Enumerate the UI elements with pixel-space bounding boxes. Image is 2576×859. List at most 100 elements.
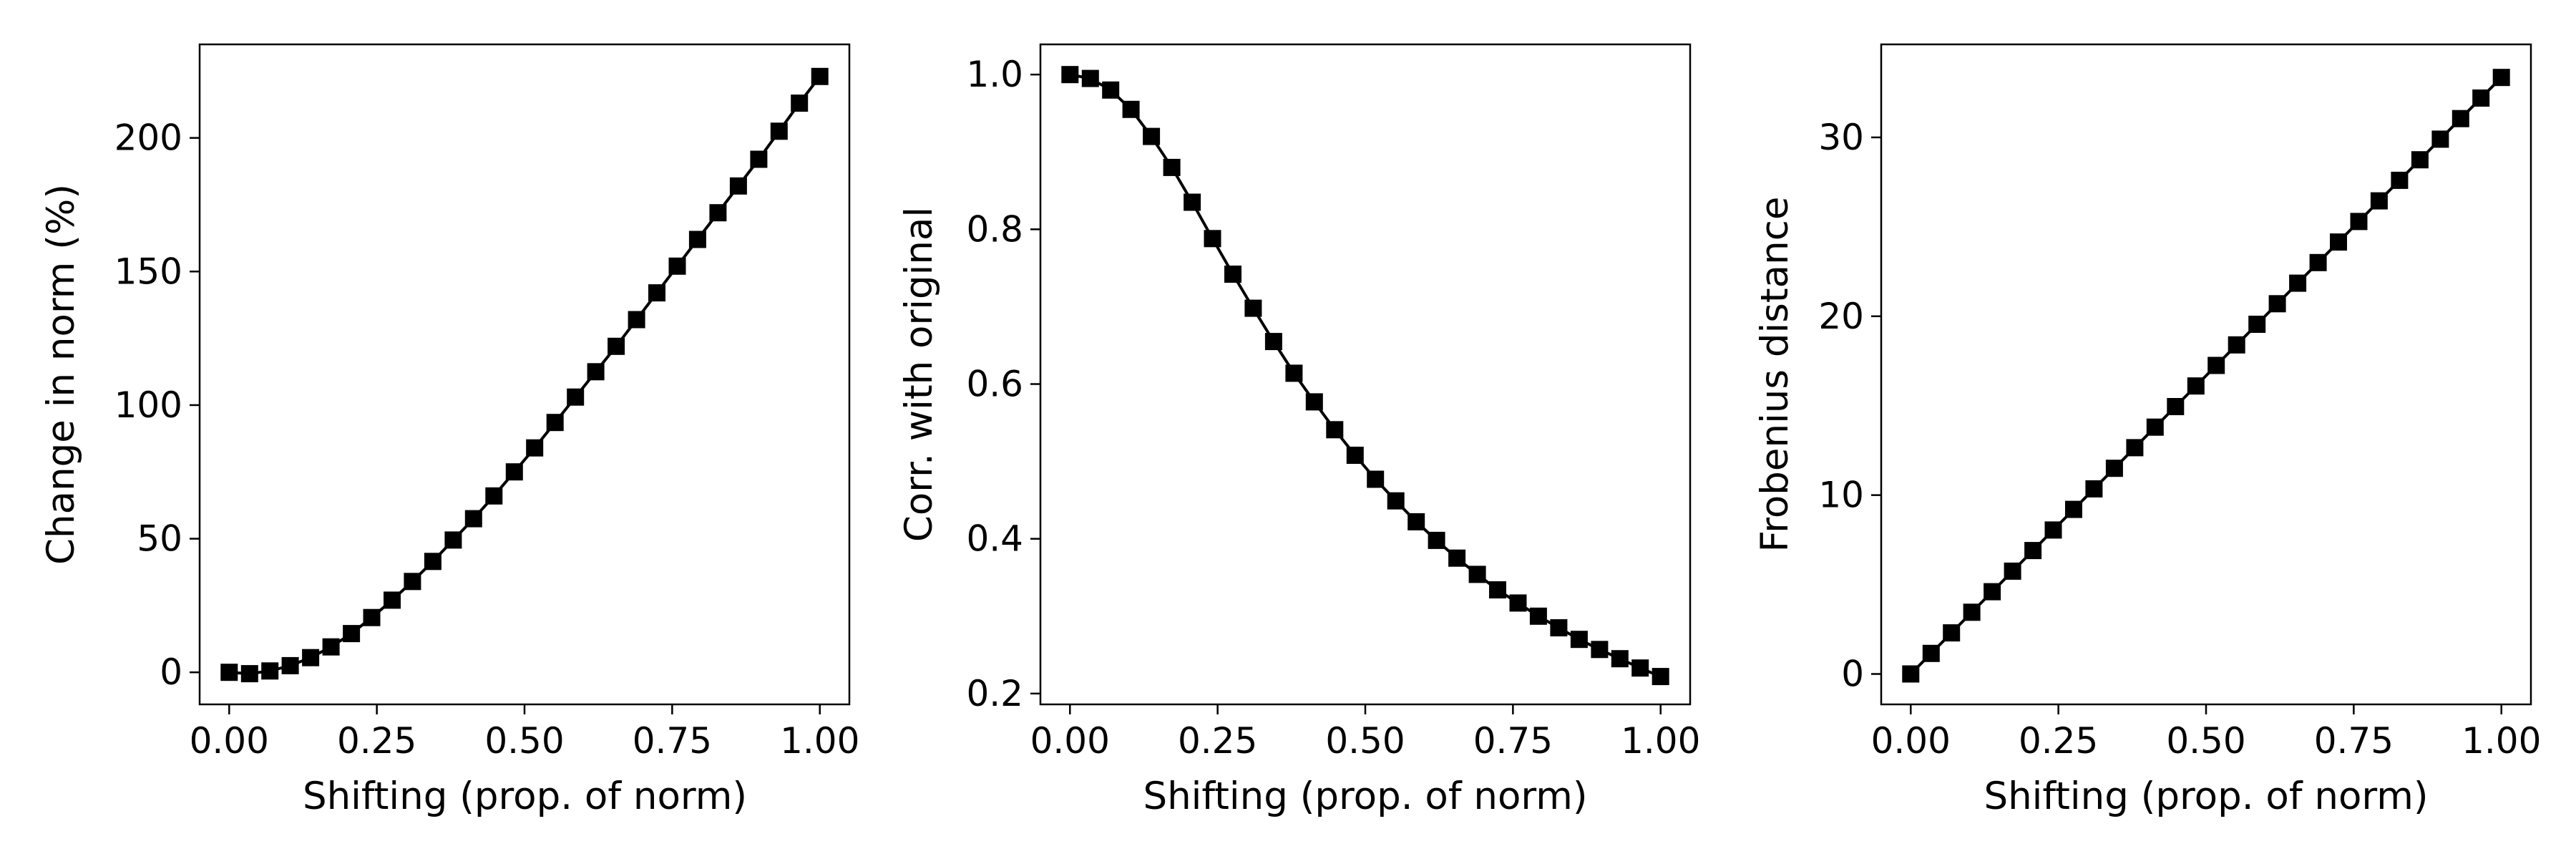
data-point — [343, 625, 361, 643]
y-tick-label: 50 — [137, 518, 182, 560]
data-point — [261, 662, 279, 680]
data-point — [322, 638, 340, 656]
data-point — [302, 649, 320, 666]
x-tick-label: 0.00 — [1030, 720, 1110, 762]
x-tick-label: 0.50 — [2166, 720, 2245, 762]
data-point — [688, 230, 706, 248]
data-point — [281, 656, 299, 674]
x-tick-label: 0.25 — [337, 720, 416, 762]
data-point — [1631, 659, 1649, 677]
data-point — [546, 414, 564, 432]
data-point — [2065, 500, 2082, 518]
data-point — [2492, 69, 2510, 87]
y-tick-label: 30 — [1818, 117, 1864, 158]
x-tick-label: 0.75 — [1473, 720, 1553, 762]
data-point — [2024, 542, 2042, 560]
data-point — [1963, 603, 1981, 621]
y-tick-label: 1.0 — [966, 54, 1023, 95]
panel-frobenius-distance: Shifting (prop. of norm) Frobenius dista… — [1753, 43, 2541, 818]
data-point — [1061, 66, 1079, 84]
data-point — [220, 664, 238, 681]
x-tick-label: 0.25 — [2019, 720, 2098, 762]
x-axis-label: Shifting (prop. of norm) — [1143, 775, 1587, 818]
data-point — [1509, 594, 1527, 612]
data-point — [2167, 398, 2185, 415]
data-point — [1143, 127, 1161, 145]
data-point — [1922, 644, 1940, 662]
y-tick-label: 0 — [1841, 654, 1864, 695]
data-point — [2126, 439, 2144, 457]
data-point — [1591, 641, 1609, 659]
data-point — [1611, 650, 1629, 668]
data-point — [729, 177, 747, 195]
data-point — [587, 363, 605, 381]
data-point — [1428, 531, 1445, 549]
data-point — [444, 531, 462, 549]
x-tick-label: 0.25 — [1178, 720, 1257, 762]
x-tick-label: 0.75 — [2314, 720, 2394, 762]
y-tick-label: 150 — [114, 251, 182, 292]
x-axis-label: Shifting (prop. of norm) — [1984, 775, 2428, 818]
data-point — [464, 510, 482, 528]
y-tick-label: 0.4 — [966, 518, 1023, 560]
data-point — [2472, 89, 2490, 107]
data-point — [2330, 233, 2347, 251]
x-tick-label: 0.50 — [1325, 720, 1405, 762]
data-point — [1448, 549, 1466, 567]
x-tick-label: 0.00 — [190, 720, 269, 762]
data-point — [1468, 566, 1486, 583]
panel-corr-with-original: Shifting (prop. of norm) Corr. with orig… — [897, 43, 1700, 818]
data-point — [424, 553, 441, 571]
data-point — [2391, 171, 2409, 189]
data-point — [1407, 513, 1425, 530]
data-point — [526, 439, 544, 457]
y-tick-label: 0.6 — [966, 364, 1023, 405]
data-point — [1326, 421, 1344, 439]
x-tick-label: 0.75 — [633, 720, 712, 762]
data-point — [608, 337, 625, 355]
y-axis-label: Corr. with original — [897, 207, 941, 542]
x-axis-label: Shifting (prop. of norm) — [303, 775, 747, 818]
data-point — [2431, 130, 2449, 148]
data-point — [2187, 377, 2205, 395]
data-point — [2411, 151, 2429, 169]
data-point — [628, 311, 645, 329]
data-point — [1943, 624, 1961, 642]
data-point — [1346, 447, 1364, 464]
data-point — [505, 463, 523, 481]
data-point — [1264, 333, 1282, 351]
data-point — [1387, 492, 1405, 510]
data-point — [1224, 266, 1241, 283]
data-point — [791, 94, 809, 112]
data-point — [1244, 299, 1262, 317]
y-tick-label: 0.2 — [966, 673, 1023, 714]
y-tick-label: 20 — [1818, 296, 1864, 337]
x-tick-label: 0.50 — [484, 720, 564, 762]
data-point — [1489, 581, 1506, 598]
y-axis-label: Frobenius distance — [1753, 197, 1797, 553]
data-point — [1984, 583, 2001, 601]
data-point — [384, 591, 401, 609]
x-tick-label: 1.00 — [2462, 720, 2541, 762]
data-point — [1652, 668, 1669, 686]
y-tick-label: 0.8 — [966, 208, 1023, 250]
x-tick-label: 0.00 — [1871, 720, 1951, 762]
data-point — [2004, 562, 2021, 580]
data-point — [1102, 81, 1120, 99]
data-point — [1902, 665, 1920, 683]
data-point — [1122, 100, 1140, 118]
y-tick-label: 200 — [114, 117, 182, 159]
data-point — [2289, 274, 2307, 292]
data-point — [2309, 253, 2327, 271]
y-axis-label: Change in norm (%) — [39, 184, 83, 565]
data-point — [2268, 295, 2286, 313]
data-point — [2370, 192, 2388, 210]
data-point — [648, 284, 665, 302]
data-point — [770, 122, 788, 140]
panel-change-in-norm: Shifting (prop. of norm) Change in norm … — [39, 43, 859, 818]
data-point — [1570, 631, 1588, 649]
y-tick-label: 0 — [160, 651, 182, 693]
data-point — [1550, 619, 1568, 636]
x-tick-label: 1.00 — [1621, 720, 1700, 762]
